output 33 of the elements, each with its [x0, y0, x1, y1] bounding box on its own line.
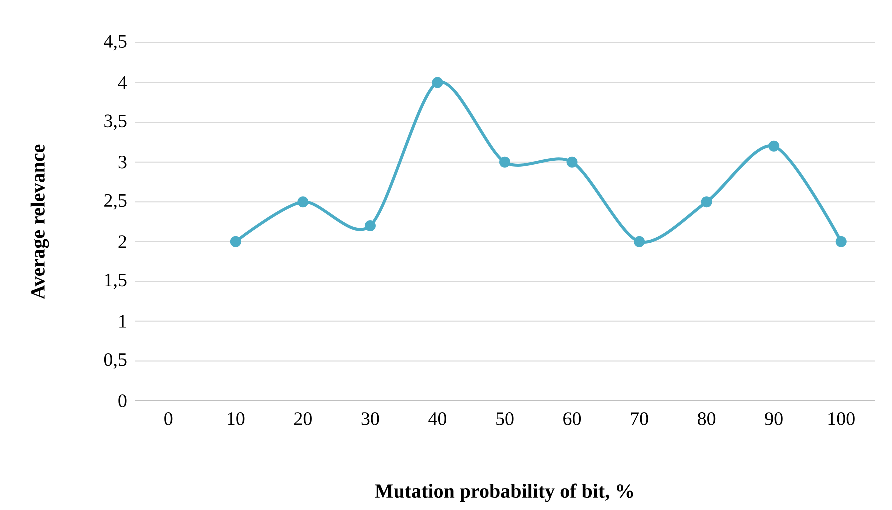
y-tick-label: 3 — [118, 156, 127, 169]
x-tick-label: 80 — [698, 412, 716, 426]
x-tick-label: 90 — [765, 412, 783, 426]
y-tick-label: 1 — [120, 315, 126, 328]
y-tick-label: 0,5 — [104, 353, 127, 369]
point — [298, 196, 309, 208]
point — [432, 77, 444, 88]
x-tick-label: 70 — [631, 412, 648, 426]
x-tick-label: 10 — [228, 412, 245, 426]
x-tick-label: 60 — [564, 412, 582, 426]
point — [500, 156, 510, 168]
point — [364, 220, 376, 232]
point — [230, 236, 242, 248]
x-tick-label: 40 — [428, 412, 446, 426]
point — [836, 236, 847, 248]
point — [566, 156, 578, 168]
y-tick-label: 4,5 — [104, 35, 127, 51]
x-tick-label: 30 — [362, 412, 380, 426]
y-tick-label: 2,5 — [104, 194, 127, 210]
y-axis-title: Average relevance — [30, 144, 50, 300]
point — [768, 140, 780, 152]
y-tick-label: 2 — [118, 236, 126, 248]
y-tick-label: 3,5 — [104, 114, 127, 130]
point — [634, 236, 646, 248]
x-tick-label: 100 — [828, 412, 855, 426]
y-tick-label: 1,5 — [105, 274, 127, 290]
x-tick-label: 0 — [164, 412, 173, 426]
x-tick-label: 20 — [294, 412, 312, 426]
x-axis-title: Mutation probability of bit, % — [375, 484, 634, 502]
y-tick-label: 4 — [118, 76, 128, 90]
point — [701, 196, 712, 208]
y-tick-label: 0 — [118, 394, 127, 408]
x-tick-label: 50 — [496, 412, 514, 426]
